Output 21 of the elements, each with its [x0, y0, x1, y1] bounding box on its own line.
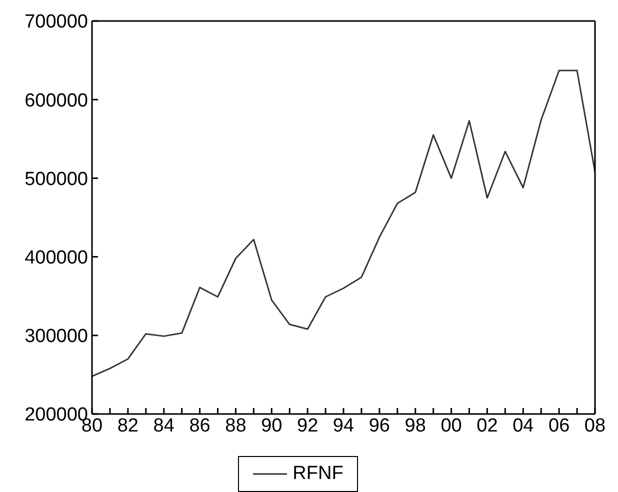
line-series	[92, 70, 595, 378]
x-tick-label: 94	[332, 415, 354, 436]
x-tick-label: 08	[584, 415, 606, 436]
y-tick-label: 600000	[24, 90, 88, 112]
y-tick-label: 700000	[24, 12, 88, 33]
legend-label: RFNF	[292, 463, 344, 485]
y-tick-label: 500000	[24, 168, 88, 190]
y-tick-label: 300000	[24, 326, 88, 348]
x-tick-label: 00	[440, 415, 462, 436]
x-tick-label: 86	[189, 415, 210, 436]
x-tick-label: 92	[297, 415, 318, 436]
x-tick-label: 96	[368, 415, 390, 436]
x-tick-label: 90	[261, 415, 282, 436]
x-tick-label: 82	[117, 415, 138, 436]
x-tick-label: 88	[225, 415, 246, 436]
x-tick-label: 84	[153, 415, 175, 436]
y-tick-label: 400000	[24, 248, 88, 269]
x-tick-label: 04	[512, 415, 534, 436]
x-tick-label: 06	[548, 415, 570, 436]
x-tick-label: 98	[404, 415, 426, 436]
x-tick-label: 02	[476, 415, 498, 436]
